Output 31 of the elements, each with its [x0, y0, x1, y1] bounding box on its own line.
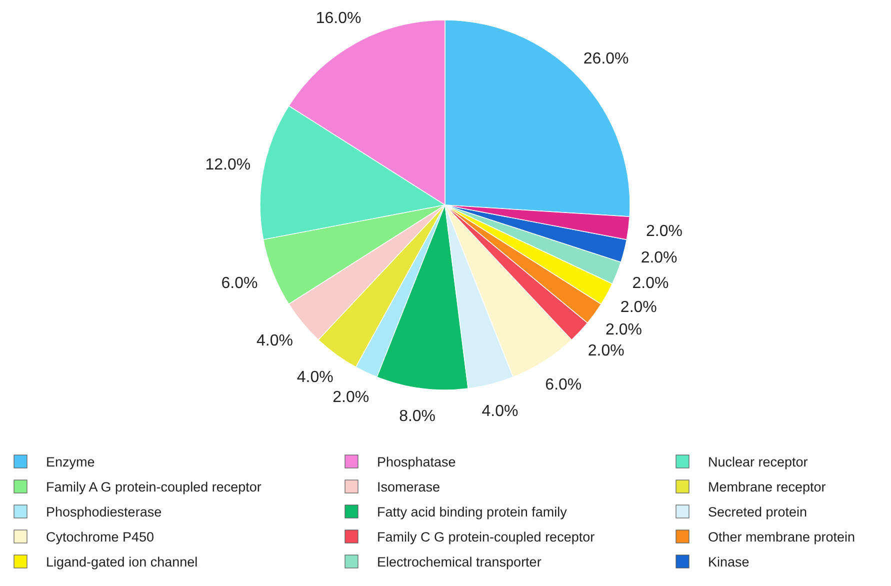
data-label: 26.0%	[583, 50, 629, 68]
legend-label: Phosphatase	[377, 454, 456, 470]
legend-label: Ligand-gated ion channel	[46, 554, 198, 570]
legend-label: Phosphodiesterase	[46, 504, 162, 520]
data-label: 6.0%	[221, 274, 258, 292]
legend-label: Secreted protein	[708, 504, 808, 520]
legend-label: Nuclear receptor	[708, 454, 808, 470]
data-label: 2.0%	[640, 249, 678, 266]
data-label: 8.0%	[399, 408, 436, 425]
legend-label: Electrochemical transporter	[377, 554, 542, 570]
data-label: 6.0%	[545, 376, 582, 394]
legend-label: Enzyme	[46, 454, 95, 470]
legend-label: Other membrane protein	[708, 530, 856, 544]
data-label: 16.0%	[316, 10, 362, 27]
data-label: 2.0%	[588, 342, 624, 360]
data-label: 4.0%	[482, 402, 518, 420]
legend-label: Cytochrome P450	[46, 530, 154, 544]
data-label: 2.0%	[632, 274, 669, 292]
data-label: 2.0%	[620, 299, 657, 316]
data-label: 2.0%	[606, 322, 642, 339]
legend-label: Family A G protein-coupled receptor	[46, 480, 262, 494]
data-label: 4.0%	[296, 368, 334, 386]
legend-label: Membrane receptor	[708, 480, 826, 494]
legend-label: Kinase	[708, 554, 750, 570]
legend-label: Isomerase	[377, 480, 440, 494]
legend-label: Family C G protein-coupled receptor	[377, 530, 596, 544]
data-label: 12.0%	[205, 156, 251, 174]
data-label: 4.0%	[256, 332, 293, 350]
data-label: 2.0%	[646, 223, 682, 240]
legend-label: Fatty acid binding protein family	[377, 504, 568, 520]
data-label: 2.0%	[332, 389, 370, 406]
